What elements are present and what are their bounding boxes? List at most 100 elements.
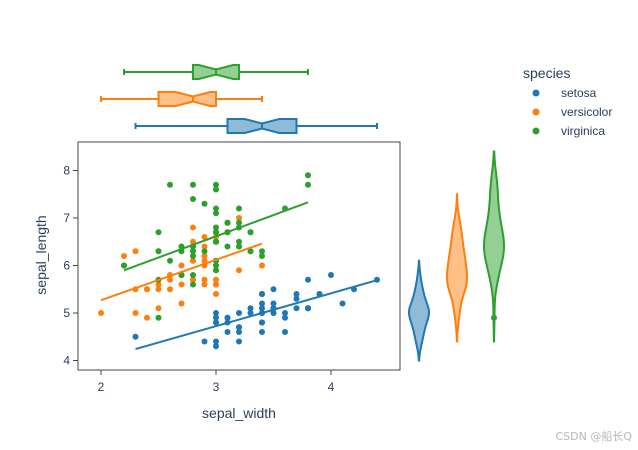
point-versicolor [201,253,208,259]
point-versicolor [167,286,173,293]
trend-lines [100,201,378,351]
legend-marker-virginica [532,127,540,135]
point-virginica [201,200,208,207]
point-virginica [201,248,208,255]
point-virginica [259,248,265,255]
point-virginica [213,267,219,274]
point-versicolor [213,276,219,283]
point-virginica [236,205,242,212]
point-setosa [270,300,277,307]
point-virginica [213,181,219,188]
point-setosa [259,305,265,312]
point-virginica [236,219,242,226]
point-virginica [190,196,196,202]
point-setosa [247,305,254,312]
point-virginica [259,253,265,259]
point-virginica [190,281,196,288]
point-versicolor [178,300,185,307]
point-versicolor [190,257,196,264]
point-virginica [224,243,231,250]
marginal-violin-plots [407,150,506,362]
point-setosa [339,300,346,307]
point-virginica [190,181,196,188]
point-versicolor [144,314,150,321]
point-virginica [178,272,185,278]
y-tick-label: 4 [63,354,70,368]
trendline-virginica [123,201,309,272]
point-setosa [305,305,311,312]
point-setosa [305,276,311,283]
point-setosa [270,310,277,316]
violin-setosa [407,259,431,362]
point-versicolor [144,286,150,293]
point-virginica [247,229,254,236]
point-versicolor [121,253,127,259]
point-setosa [236,338,242,345]
point-setosa [282,329,288,335]
point-setosa [224,329,231,335]
point-virginica [213,186,219,193]
point-virginica [213,210,219,217]
point-virginica [155,229,162,236]
legend: species setosa versicolor virginica [523,65,612,138]
plot-frame [77,141,401,371]
violin-versicolor [445,193,469,343]
point-setosa [293,295,300,302]
point-versicolor [201,243,208,250]
point-setosa [282,314,288,321]
point-virginica [121,262,127,269]
point-versicolor [190,224,196,231]
point-virginica [305,172,311,179]
point-setosa [259,300,265,307]
point-versicolor [167,276,173,283]
y-tick-label: 7 [63,211,70,225]
point-versicolor [155,286,162,293]
y-axis-label: sepal_length [33,215,49,294]
point-virginica [305,181,311,188]
point-virginica [213,224,219,231]
point-versicolor [98,310,104,316]
point-setosa [213,343,219,350]
point-setosa [213,310,219,316]
marginal-box-plots [100,64,378,134]
point-virginica [190,272,196,278]
violin-outlier-virginica [491,314,497,321]
point-setosa [259,319,265,326]
point-versicolor [236,267,242,274]
violin-virginica [482,150,506,343]
y-axis-ticks: 4 5 6 7 8 [63,164,78,368]
point-setosa [293,291,300,297]
point-virginica [213,229,219,236]
point-virginica [224,219,231,226]
point-setosa [224,314,231,321]
point-versicolor [132,248,139,255]
point-setosa [132,333,139,340]
point-versicolor [201,234,208,240]
legend-title: species [523,65,570,81]
legend-marker-setosa [532,89,540,97]
point-virginica [167,181,173,188]
point-virginica [236,238,242,245]
watermark: CSDN @船长Q [555,430,632,443]
point-versicolor [213,291,219,297]
legend-label-virginica: virginica [561,124,605,138]
point-virginica [190,253,196,259]
point-virginica [213,205,219,212]
point-setosa [201,338,208,345]
point-virginica [155,314,162,321]
point-versicolor [178,281,185,288]
y-tick-label: 6 [63,259,70,273]
box-versicolor [157,91,217,107]
point-versicolor [155,281,162,288]
legend-label-versicolor: versicolor [561,105,612,119]
y-tick-label: 8 [63,164,70,178]
point-versicolor [259,262,265,269]
point-virginica [167,257,173,264]
x-axis-ticks: 2 3 4 [98,370,335,394]
x-tick-label: 2 [98,380,105,394]
point-virginica [213,262,219,269]
x-axis-label: sepal_width [202,405,276,421]
trendline-setosa [135,279,378,351]
point-versicolor [213,281,219,288]
point-versicolor [132,310,139,316]
